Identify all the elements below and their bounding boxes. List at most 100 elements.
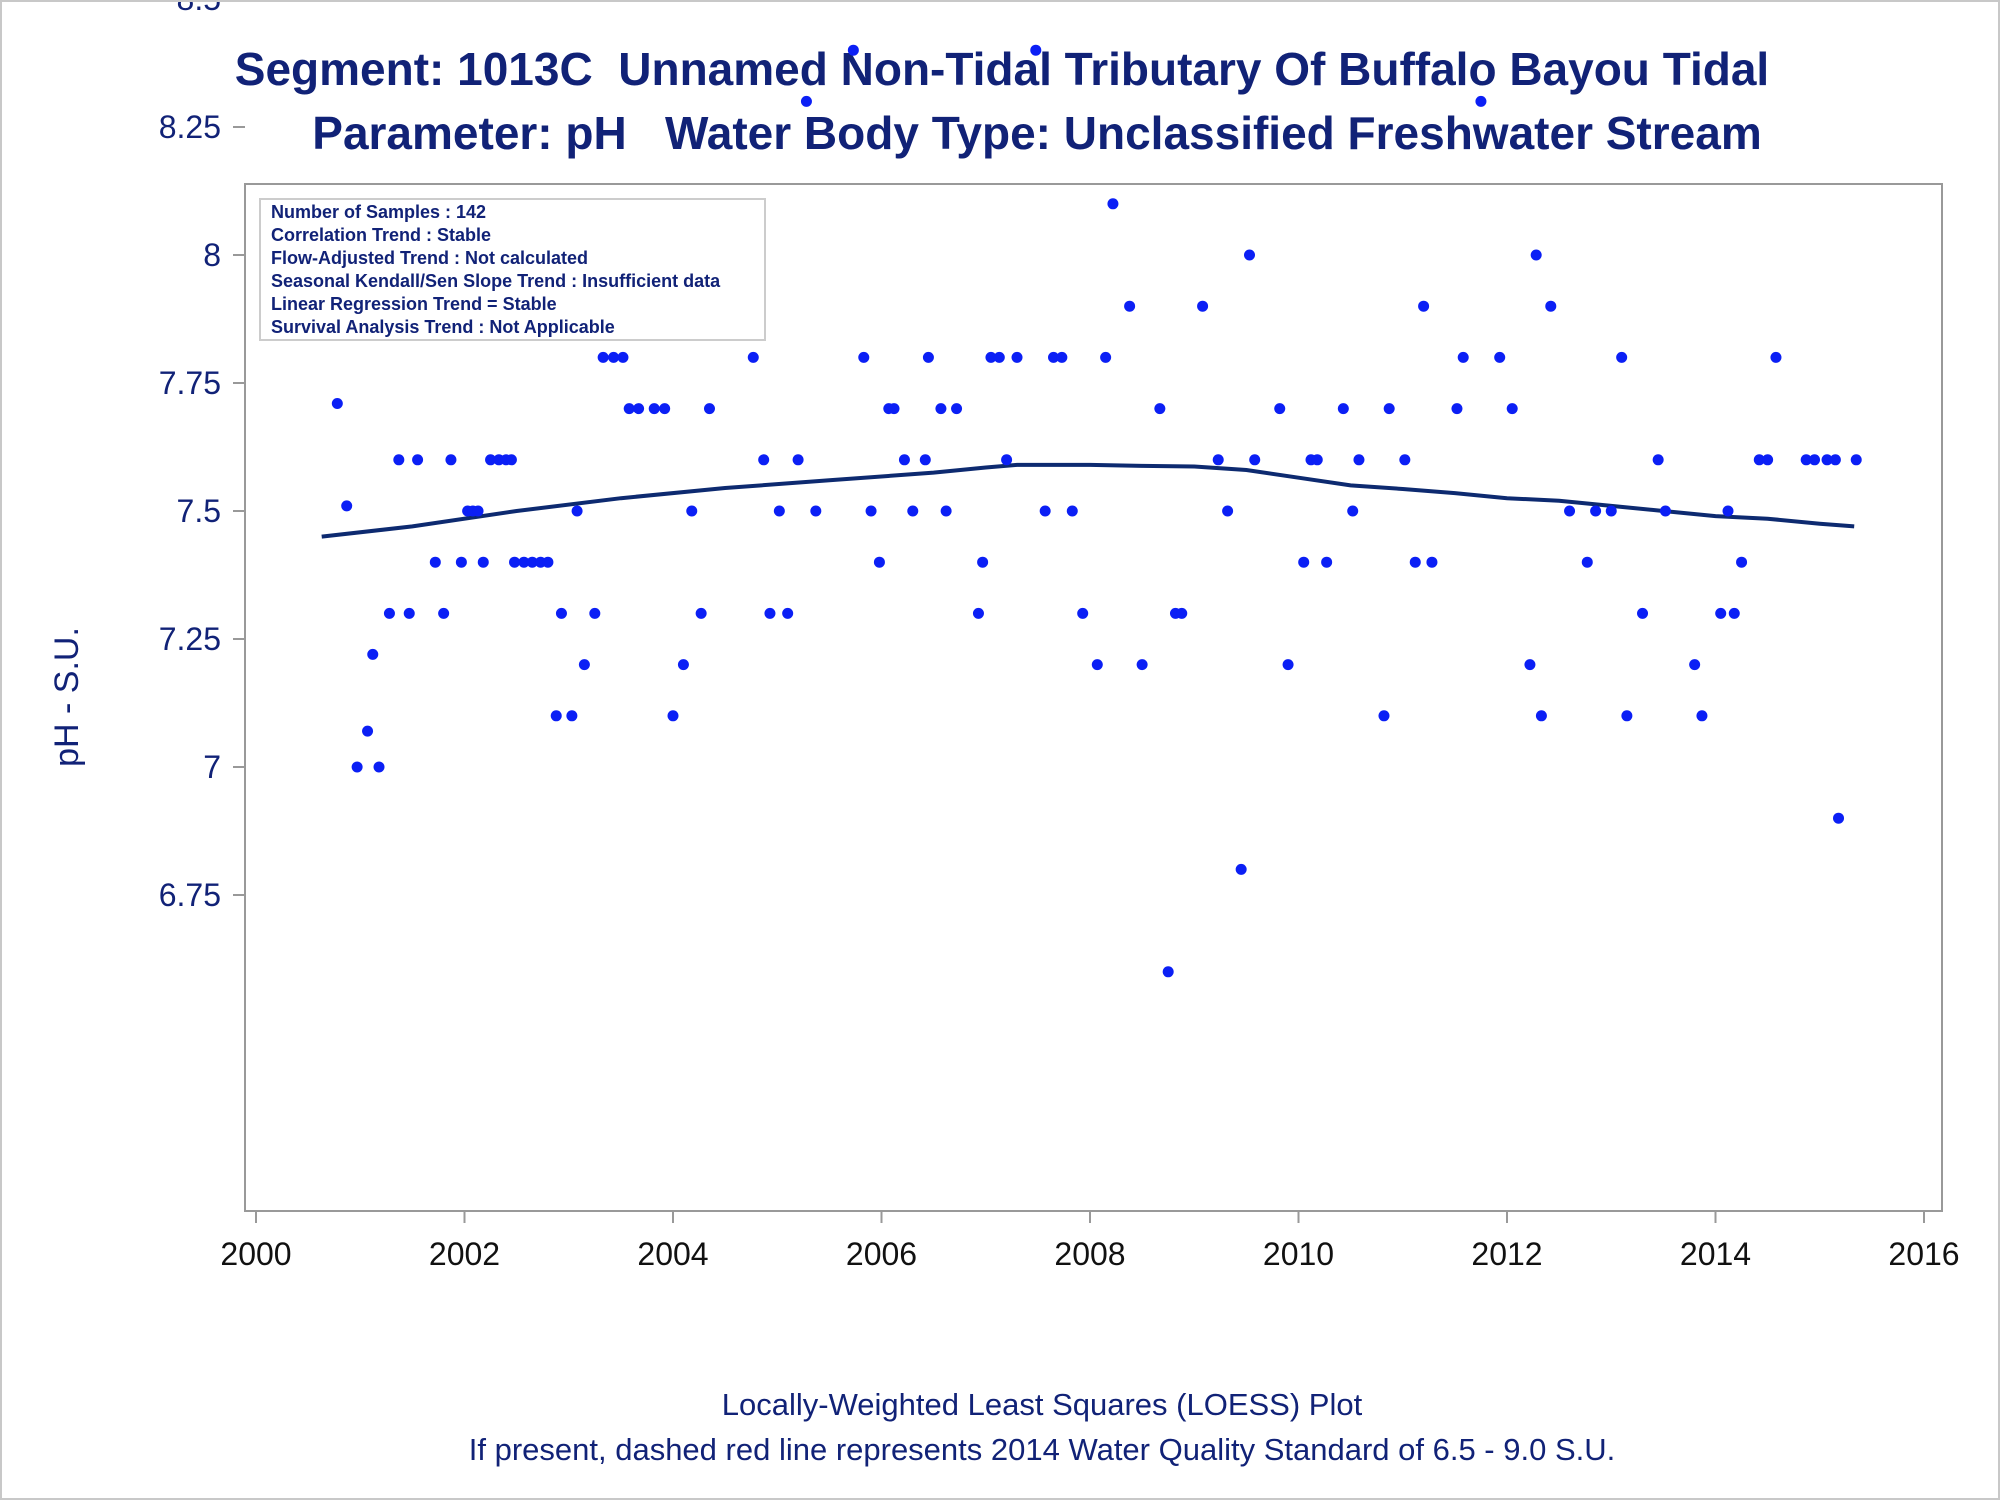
x-tick-label: 2000 xyxy=(220,1236,291,1272)
data-point xyxy=(1409,556,1421,568)
x-tick-label: 2010 xyxy=(1263,1236,1334,1272)
data-point xyxy=(526,556,538,568)
y-tick-label: 7 xyxy=(203,749,221,785)
data-point xyxy=(919,454,931,466)
data-point xyxy=(1321,556,1333,568)
data-point xyxy=(667,710,679,722)
data-point xyxy=(1616,351,1628,363)
data-point xyxy=(1244,249,1256,261)
data-point xyxy=(1689,659,1701,671)
data-point xyxy=(1001,454,1013,466)
data-point xyxy=(509,556,521,568)
data-point xyxy=(1506,403,1518,415)
data-point xyxy=(1066,505,1078,517)
data-point xyxy=(810,505,822,517)
data-point xyxy=(951,403,963,415)
data-point xyxy=(1298,556,1310,568)
data-point xyxy=(1821,454,1833,466)
data-point xyxy=(764,607,776,619)
stats-line: Number of Samples : 142 xyxy=(271,202,486,222)
data-point xyxy=(1056,351,1068,363)
stats-line: Seasonal Kendall/Sen Slope Trend : Insuf… xyxy=(271,271,721,291)
data-point xyxy=(608,351,620,363)
data-point xyxy=(1581,556,1593,568)
data-point xyxy=(341,500,353,512)
data-point xyxy=(922,351,934,363)
loess-curve xyxy=(321,462,1855,539)
data-point xyxy=(617,351,629,363)
data-point xyxy=(1728,607,1740,619)
data-point xyxy=(993,351,1005,363)
data-point xyxy=(1039,505,1051,517)
data-point xyxy=(1399,454,1411,466)
data-point xyxy=(1809,454,1821,466)
data-point xyxy=(1545,300,1557,312)
data-point xyxy=(1715,607,1727,619)
data-point xyxy=(550,710,562,722)
x-tick-label: 2016 xyxy=(1888,1236,1959,1272)
data-point xyxy=(1235,863,1247,875)
data-point xyxy=(505,454,517,466)
data-point xyxy=(1564,505,1576,517)
data-point xyxy=(888,403,900,415)
data-point xyxy=(1494,351,1506,363)
data-point xyxy=(1249,454,1261,466)
data-point xyxy=(1048,351,1060,363)
data-point xyxy=(1800,454,1812,466)
data-point xyxy=(1605,505,1617,517)
data-point xyxy=(1418,300,1430,312)
data-point xyxy=(331,397,343,409)
data-point xyxy=(1274,403,1286,415)
data-point xyxy=(1378,710,1390,722)
data-point xyxy=(1162,966,1174,978)
data-point xyxy=(623,403,635,415)
stats-line: Flow-Adjusted Trend : Not calculated xyxy=(271,248,588,268)
data-point xyxy=(695,607,707,619)
y-tick-label: 6.75 xyxy=(159,877,221,913)
data-point xyxy=(1383,403,1395,415)
footnote-loess: Locally-Weighted Least Squares (LOESS) P… xyxy=(721,1387,1363,1422)
data-point xyxy=(1077,607,1089,619)
data-point xyxy=(1154,403,1166,415)
x-tick-label: 2012 xyxy=(1471,1236,1542,1272)
data-point xyxy=(589,607,601,619)
data-point xyxy=(362,725,374,737)
data-point xyxy=(1659,505,1671,517)
data-point xyxy=(1621,710,1633,722)
data-point xyxy=(977,556,989,568)
data-point xyxy=(1590,505,1602,517)
data-point xyxy=(648,403,660,415)
data-point xyxy=(972,607,984,619)
data-point xyxy=(555,607,567,619)
data-point xyxy=(1426,556,1438,568)
data-point xyxy=(1524,659,1536,671)
data-point xyxy=(445,454,457,466)
data-point xyxy=(1696,710,1708,722)
data-point xyxy=(1753,454,1765,466)
data-point xyxy=(1451,403,1463,415)
data-point xyxy=(1457,351,1469,363)
data-point xyxy=(907,505,919,517)
data-point xyxy=(1107,198,1119,210)
data-point xyxy=(747,351,759,363)
data-point xyxy=(985,351,997,363)
data-point xyxy=(518,556,530,568)
data-point xyxy=(477,556,489,568)
data-point xyxy=(1722,505,1734,517)
data-point xyxy=(1535,710,1547,722)
data-point xyxy=(1637,607,1649,619)
stats-line: Correlation Trend : Stable xyxy=(271,225,491,245)
y-tick-label: 8 xyxy=(203,237,221,273)
y-tick-label: 7.25 xyxy=(159,621,221,657)
data-point xyxy=(940,505,952,517)
data-point xyxy=(677,659,689,671)
data-point xyxy=(403,607,415,619)
data-point xyxy=(1136,659,1148,671)
stats-box-border xyxy=(259,198,766,341)
data-point xyxy=(1311,454,1323,466)
stats-box: Number of Samples : 142 Correlation Tren… xyxy=(259,198,766,341)
data-point xyxy=(1530,249,1542,261)
data-point xyxy=(773,505,785,517)
data-point xyxy=(1124,300,1136,312)
data-point xyxy=(792,454,804,466)
